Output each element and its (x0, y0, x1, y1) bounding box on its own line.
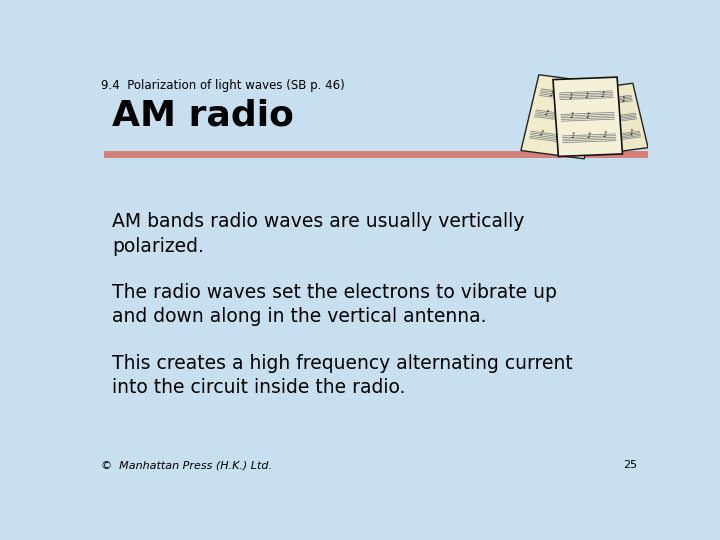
Polygon shape (559, 96, 613, 98)
Text: ♪: ♪ (594, 98, 600, 107)
Text: ♪: ♪ (539, 128, 544, 138)
Polygon shape (531, 131, 584, 139)
Polygon shape (559, 94, 613, 97)
Text: ♪: ♪ (543, 109, 549, 118)
Polygon shape (597, 133, 641, 140)
Text: ♪: ♪ (570, 131, 576, 140)
Text: ♪: ♪ (585, 111, 590, 120)
Polygon shape (534, 114, 588, 123)
Text: ♪: ♪ (611, 113, 617, 123)
Polygon shape (553, 77, 623, 157)
Polygon shape (559, 90, 613, 93)
Polygon shape (562, 133, 616, 137)
Text: ♪: ♪ (569, 111, 575, 120)
Polygon shape (539, 93, 593, 101)
Text: ♪: ♪ (579, 93, 585, 103)
Polygon shape (588, 98, 632, 104)
Polygon shape (561, 112, 614, 115)
Text: ♪: ♪ (620, 94, 626, 104)
Polygon shape (535, 111, 588, 119)
Polygon shape (581, 83, 648, 154)
Polygon shape (597, 132, 640, 139)
Text: ♪: ♪ (628, 128, 634, 138)
Text: This creates a high frequency alternating current
into the circuit inside the ra: This creates a high frequency alternatin… (112, 354, 573, 397)
Polygon shape (562, 140, 616, 143)
Polygon shape (561, 116, 615, 118)
Text: ♪: ♪ (554, 130, 560, 140)
Text: ♪: ♪ (600, 90, 605, 99)
Polygon shape (598, 135, 641, 141)
Text: ♪: ♪ (615, 130, 621, 139)
Polygon shape (593, 118, 637, 125)
Text: ♪: ♪ (563, 91, 570, 100)
Polygon shape (588, 96, 631, 103)
Text: ©  Manhattan Press (H.K.) Ltd.: © Manhattan Press (H.K.) Ltd. (101, 460, 272, 470)
Polygon shape (589, 100, 633, 107)
Polygon shape (589, 99, 632, 105)
Polygon shape (598, 137, 642, 143)
Polygon shape (593, 117, 636, 124)
Text: ♪: ♪ (607, 96, 613, 106)
Polygon shape (561, 117, 615, 120)
Polygon shape (529, 136, 582, 144)
Text: ♪: ♪ (559, 110, 565, 120)
Text: ♪: ♪ (598, 114, 605, 124)
Polygon shape (536, 110, 589, 117)
Text: ♪: ♪ (570, 132, 576, 142)
Text: ♪: ♪ (567, 91, 573, 100)
Polygon shape (530, 132, 583, 140)
Polygon shape (539, 95, 593, 103)
Text: ♪: ♪ (583, 91, 589, 100)
Polygon shape (588, 94, 631, 102)
Polygon shape (596, 131, 640, 137)
Polygon shape (530, 134, 583, 142)
Text: AM radio: AM radio (112, 98, 294, 132)
Polygon shape (559, 92, 613, 95)
Polygon shape (541, 89, 594, 96)
Polygon shape (534, 116, 588, 124)
Polygon shape (561, 119, 615, 122)
Polygon shape (562, 135, 616, 138)
Polygon shape (593, 116, 636, 122)
Polygon shape (521, 75, 602, 159)
Text: ♪: ♪ (547, 89, 554, 98)
Text: ♪: ♪ (586, 131, 592, 140)
Text: AM bands radio waves are usually vertically
polarized.: AM bands radio waves are usually vertica… (112, 212, 525, 255)
Polygon shape (540, 90, 593, 98)
Text: ♪: ♪ (602, 131, 608, 141)
Text: ♪: ♪ (603, 130, 608, 139)
Text: 9.4  Polarization of light waves (SB p. 46): 9.4 Polarization of light waves (SB p. 4… (101, 79, 345, 92)
Polygon shape (529, 137, 582, 145)
Polygon shape (540, 92, 593, 99)
Polygon shape (592, 113, 636, 119)
Polygon shape (535, 113, 588, 120)
Text: The radio waves set the electrons to vibrate up
and down along in the vertical a: The radio waves set the electrons to vib… (112, 283, 557, 326)
Polygon shape (559, 97, 613, 100)
Polygon shape (561, 113, 615, 117)
Text: 25: 25 (623, 460, 637, 470)
Polygon shape (562, 138, 616, 141)
Polygon shape (562, 137, 616, 140)
Polygon shape (593, 114, 636, 121)
